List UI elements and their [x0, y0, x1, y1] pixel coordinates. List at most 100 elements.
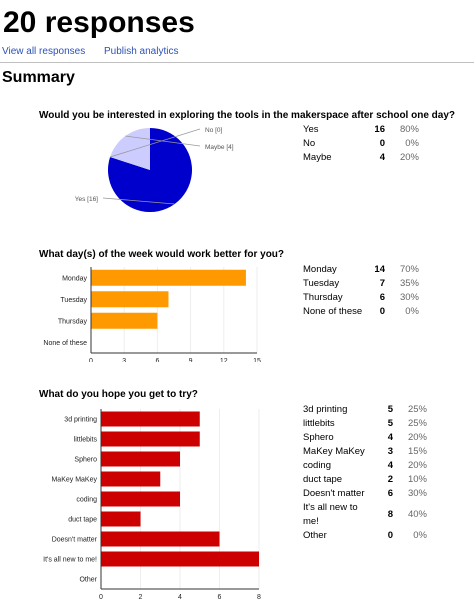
question-title: What do you hope you get to try? [39, 389, 198, 400]
summary-label: Sphero [303, 432, 334, 443]
summary-row: Tuesday 7 35% [303, 277, 419, 291]
summary-row: Monday 14 70% [303, 263, 419, 277]
summary-label: coding [303, 460, 331, 471]
summary-percent: 25% [407, 404, 427, 415]
summary-row: Thursday 6 30% [303, 291, 419, 305]
summary-label: Yes [303, 124, 319, 135]
summary-row: None of these 0 0% [303, 305, 419, 319]
x-tick-label: 4 [178, 594, 182, 601]
summary-count: 4 [387, 460, 393, 471]
divider [0, 62, 474, 63]
summary-percent: 30% [399, 292, 419, 303]
summary-heading: Summary [2, 69, 75, 86]
summary-count: 14 [374, 264, 385, 275]
summary-percent: 35% [399, 278, 419, 289]
summary-label: duct tape [303, 474, 343, 485]
pie-leader-line [102, 197, 175, 205]
summary-label: Maybe [303, 152, 332, 163]
bar-category-label: Thursday [58, 318, 88, 325]
bar-category-label: coding [76, 497, 97, 504]
summary-row: Doesn't matter 6 30% [303, 487, 427, 501]
pie-label: No [0] [205, 127, 223, 134]
bar-category-label: MaKey MaKey [51, 477, 97, 484]
x-tick-label: 2 [139, 594, 143, 601]
summary-label: Tuesday [303, 278, 340, 289]
x-tick-label: 15 [253, 358, 261, 362]
summary-label: Other [303, 530, 327, 541]
bar [101, 491, 180, 507]
page-title: 20 responses [3, 6, 195, 39]
summary-count: 7 [379, 278, 385, 289]
summary-percent: 0% [405, 306, 419, 317]
summary-label: No [303, 138, 316, 149]
view-all-responses-link[interactable]: View all responses [2, 46, 86, 57]
bar [101, 451, 180, 467]
bar-category-label: duct tape [68, 517, 97, 524]
summary-count: 3 [387, 446, 393, 457]
summary-count: 8 [387, 509, 393, 520]
summary-row: coding 4 20% [303, 459, 427, 473]
pie-chart: No [0] Maybe [4] Yes [16] [75, 127, 234, 212]
x-tick-label: 0 [89, 358, 93, 362]
x-tick-label: 6 [155, 358, 159, 362]
bar [101, 411, 200, 427]
pie-leader-line [125, 135, 201, 147]
summary-label: Doesn't matter [303, 488, 365, 499]
summary-label: Thursday [303, 292, 343, 303]
summary-percent: 20% [399, 152, 419, 163]
bar [101, 471, 161, 487]
bar-category-label: None of these [43, 340, 87, 347]
x-tick-label: 8 [257, 594, 261, 601]
summary-count: 6 [379, 292, 385, 303]
x-tick-label: 12 [220, 358, 228, 362]
question-1-summary-table: Yes 16 80% No 0 0% Maybe 4 20% [303, 123, 419, 165]
bar [101, 531, 220, 547]
header-links: View all responses Publish analytics [2, 46, 194, 57]
summary-label: None of these [303, 306, 363, 317]
pie-label: Yes [16] [75, 196, 98, 203]
bar [101, 431, 200, 447]
question-2-summary-table: Monday 14 70% Tuesday 7 35% Thursday 6 30% None o… [303, 263, 419, 319]
summary-percent: 10% [407, 474, 427, 485]
summary-percent: 25% [407, 418, 427, 429]
summary-count: 4 [387, 432, 393, 443]
bar-category-label: Other [79, 577, 97, 584]
summary-label: Monday [303, 264, 337, 275]
pie-slice-maybe [110, 128, 150, 170]
summary-count: 6 [387, 488, 393, 499]
summary-count: 0 [379, 138, 385, 149]
bar-category-label: Tuesday [60, 297, 87, 304]
bar-category-label: It's all new to me! [43, 557, 97, 564]
bar [91, 291, 169, 308]
summary-percent: 20% [407, 432, 427, 443]
bar-category-label: Monday [62, 275, 87, 282]
bar-category-label: Sphero [74, 457, 97, 464]
x-tick-label: 6 [218, 594, 222, 601]
bar-category-label: Doesn't matter [52, 537, 98, 544]
summary-count: 5 [387, 404, 393, 415]
bar-category-label: 3d printing [64, 417, 97, 424]
summary-row: It's all new to me! 8 40% [303, 501, 427, 529]
summary-row: littlebits 5 25% [303, 417, 427, 431]
summary-percent: 80% [399, 124, 419, 135]
bar-chart: 3d printing littlebits Sphero MaKey MaKey co… [43, 409, 261, 601]
bar-chart: Monday Tuesday Thursday None of these 0 3 6 9 12… [43, 267, 261, 362]
summary-label: littlebits [303, 418, 335, 429]
publish-analytics-link[interactable]: Publish analytics [103, 46, 179, 57]
question-3-summary-table: 3d printing 5 25% littlebits 5 25% Sphero 4 20% M… [303, 403, 427, 543]
summary-count: 16 [374, 124, 385, 135]
summary-percent: 20% [407, 460, 427, 471]
summary-percent: 70% [399, 264, 419, 275]
summary-row: Sphero 4 20% [303, 431, 427, 445]
question-title: Would you be interested in exploring the… [39, 110, 456, 121]
summary-count: 4 [379, 152, 385, 163]
bar [101, 511, 141, 527]
summary-row: Other 0 0% [303, 529, 427, 543]
x-tick-label: 3 [122, 358, 126, 362]
x-tick-label: 9 [189, 358, 193, 362]
summary-row: 3d printing 5 25% [303, 403, 427, 417]
summary-percent: 0% [413, 530, 427, 541]
bar [91, 269, 246, 286]
summary-row: Maybe 4 20% [303, 151, 419, 165]
summary-count: 0 [387, 530, 393, 541]
